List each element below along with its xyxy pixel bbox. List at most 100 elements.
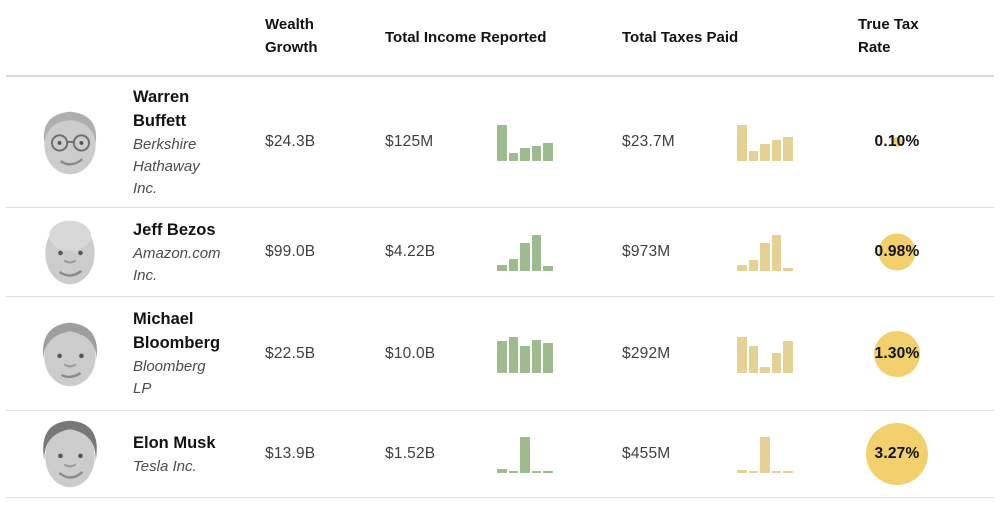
sparkline-bar (497, 469, 507, 473)
true-tax-rate-cell: 3.27% (840, 423, 994, 485)
sparkline-bar (783, 471, 793, 473)
column-header-total-income-reported: Total Income Reported (385, 29, 547, 46)
wealth-growth-cell: $13.9B (265, 445, 385, 463)
portrait-michael-bloomberg (32, 311, 133, 397)
tax-rate-circle (866, 423, 928, 485)
sparkline-bar (748, 151, 758, 161)
name-cell: Warren Buffett Berkshire Hathaway Inc. (133, 85, 265, 200)
sparkline-bar (531, 471, 541, 473)
income-sparkline-chart (497, 233, 553, 271)
income-value-cell: $10.0B (385, 345, 490, 363)
person-company: Bloomberg LP (133, 358, 206, 397)
sparkline-bar (520, 243, 530, 271)
sparkline-bar (508, 471, 518, 473)
sparkline-bar (748, 260, 758, 271)
sparkline-bar (497, 125, 507, 161)
sparkline-bar (508, 153, 518, 161)
sparkline-bar (508, 336, 518, 373)
income-reported-value: $4.22B (385, 243, 436, 260)
taxes-chart-cell (730, 335, 840, 373)
sparkline-bar (783, 268, 793, 271)
sparkline-bar (497, 340, 507, 373)
sparkline-bar (520, 437, 530, 473)
person-name: Elon Musk (133, 433, 216, 452)
person-name: Warren Buffett (133, 87, 190, 130)
person-name: Michael Bloomberg (133, 310, 221, 352)
table-row: Elon Musk Tesla Inc. $13.9B $1.52B $455M… (6, 411, 994, 498)
sparkline-bar (737, 336, 747, 373)
sparkline-bar (783, 137, 793, 161)
income-chart-cell (490, 233, 622, 271)
income-chart-cell (490, 435, 622, 473)
portrait-warren-buffett (32, 99, 133, 185)
table-row: Michael Bloomberg Bloomberg LP $22.5B $1… (6, 297, 994, 411)
income-chart-cell (490, 335, 622, 373)
sparkline-bar (531, 146, 541, 161)
taxes-paid-value: $973M (622, 243, 671, 260)
income-sparkline-chart (497, 435, 553, 473)
taxes-sparkline-chart (737, 335, 793, 373)
sparkline-bar (748, 345, 758, 373)
taxes-sparkline-chart (737, 123, 793, 161)
wealth-growth-cell: $99.0B (265, 243, 385, 261)
taxes-chart-cell (730, 123, 840, 161)
sparkline-bar (543, 471, 553, 473)
person-company: Tesla Inc. (133, 457, 197, 475)
income-sparkline-chart (497, 123, 553, 161)
income-reported-value: $125M (385, 133, 434, 150)
person-company: Amazon.com Inc. (133, 244, 221, 284)
true-tax-rate-value: 3.27% (874, 445, 920, 462)
wealth-growth-value: $99.0B (265, 243, 316, 260)
income-reported-value: $1.52B (385, 445, 436, 462)
income-chart-cell (490, 123, 622, 161)
person-name: Jeff Bezos (133, 220, 216, 239)
sparkline-bar (531, 235, 541, 271)
table-body: Warren Buffett Berkshire Hathaway Inc. $… (6, 77, 994, 498)
sparkline-bar (771, 352, 781, 373)
true-tax-rate-value: 1.30% (874, 344, 920, 362)
table-row: Warren Buffett Berkshire Hathaway Inc. $… (6, 77, 994, 208)
true-tax-rate-value: 0.98% (874, 243, 920, 260)
table-header: Wealth Growth Total Income Reported Tota… (6, 0, 994, 77)
sparkline-bar (760, 243, 770, 271)
sparkline-bar (771, 140, 781, 161)
sparkline-bar (737, 265, 747, 271)
income-sparkline-chart (497, 335, 553, 373)
wealth-growth-value: $24.3B (265, 133, 316, 150)
income-value-cell: $1.52B (385, 445, 490, 463)
tax-rate-circle (874, 330, 920, 377)
column-header-wealth-growth: Wealth Growth (265, 16, 318, 56)
taxes-paid-value: $23.7M (622, 133, 675, 150)
sparkline-bar (771, 235, 781, 271)
column-header-true-tax-rate: True Tax Rate (858, 16, 919, 56)
column-header-total-taxes-paid: Total Taxes Paid (622, 29, 739, 46)
taxes-sparkline-chart (737, 435, 793, 473)
portrait-jeff-bezos (32, 209, 133, 295)
wealth-growth-value: $22.5B (265, 344, 316, 362)
table-row: Jeff Bezos Amazon.com Inc. $99.0B $4.22B… (6, 208, 994, 297)
wealth-growth-cell: $22.5B (265, 345, 385, 363)
name-cell: Michael Bloomberg Bloomberg LP (133, 307, 265, 400)
portrait-elon-musk (32, 411, 133, 497)
income-reported-value: $10.0B (385, 344, 436, 362)
sparkline-bar (543, 266, 553, 271)
sparkline-bar (508, 259, 518, 271)
taxes-value-cell: $455M (622, 445, 730, 463)
true-tax-rate-value: 0.10% (874, 133, 920, 150)
portrait-cell (6, 99, 133, 185)
income-value-cell: $4.22B (385, 243, 490, 261)
sparkline-bar (737, 470, 747, 473)
portrait-cell (6, 209, 133, 295)
portrait-cell (6, 311, 133, 397)
name-cell: Jeff Bezos Amazon.com Inc. (133, 218, 265, 287)
sparkline-bar (760, 144, 770, 161)
tax-rate-circle (892, 137, 902, 147)
portrait-cell (6, 411, 133, 497)
sparkline-bar (771, 471, 781, 473)
true-tax-rate-cell: 0.98% (840, 221, 994, 283)
sparkline-bar (497, 265, 507, 271)
taxes-sparkline-chart (737, 233, 793, 271)
true-tax-rate-cell: 0.10% (840, 111, 994, 173)
sparkline-bar (543, 143, 553, 161)
taxes-paid-value: $292M (622, 344, 671, 362)
